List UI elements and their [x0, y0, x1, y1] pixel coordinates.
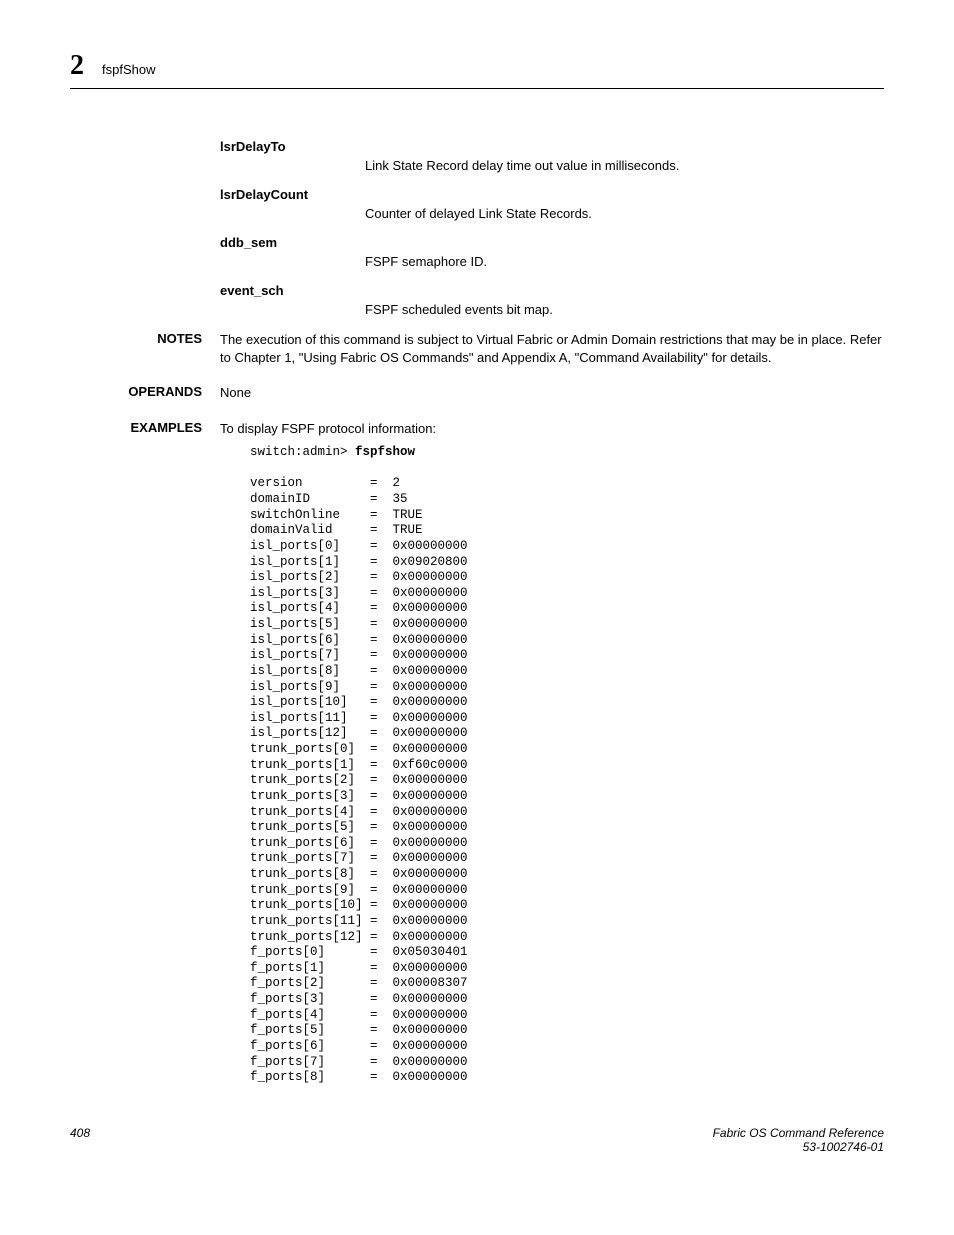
field-term: ddb_sem [220, 235, 884, 250]
section-label-examples: EXAMPLES [120, 420, 220, 435]
field-def: ddb_sem FSPF semaphore ID. [220, 235, 884, 269]
footer-doc-info: Fabric OS Command Reference 53-1002746-0… [713, 1126, 884, 1154]
page-footer: 408 Fabric OS Command Reference 53-10027… [70, 1126, 884, 1154]
code-command: fspfshow [355, 445, 415, 459]
examples-section: EXAMPLES To display FSPF protocol inform… [120, 420, 884, 1086]
section-label-operands: OPERANDS [120, 384, 220, 399]
page: 2 fspfShow lsrDelayTo Link State Record … [0, 0, 954, 1194]
field-definitions: lsrDelayTo Link State Record delay time … [120, 139, 884, 317]
code-output: version = 2 domainID = 35 switchOnline =… [250, 476, 468, 1084]
page-header: 2 fspfShow [70, 50, 884, 89]
footer-page-number: 408 [70, 1126, 90, 1154]
field-term: event_sch [220, 283, 884, 298]
footer-doc-title: Fabric OS Command Reference [713, 1126, 884, 1140]
chapter-number: 2 [70, 50, 84, 82]
operands-text: None [220, 384, 884, 402]
field-term: lsrDelayTo [220, 139, 884, 154]
section-label-notes: NOTES [120, 331, 220, 346]
field-def: lsrDelayTo Link State Record delay time … [220, 139, 884, 173]
field-desc: Link State Record delay time out value i… [365, 158, 884, 173]
field-desc: FSPF scheduled events bit map. [365, 302, 884, 317]
examples-body: To display FSPF protocol information: sw… [220, 420, 884, 1086]
field-def: lsrDelayCount Counter of delayed Link St… [220, 187, 884, 221]
field-term: lsrDelayCount [220, 187, 884, 202]
notes-section: NOTES The execution of this command is s… [120, 331, 884, 366]
code-prompt: switch:admin> [250, 445, 355, 459]
field-desc: Counter of delayed Link State Records. [365, 206, 884, 221]
footer-doc-id: 53-1002746-01 [713, 1140, 884, 1154]
operands-section: OPERANDS None [120, 384, 884, 402]
content-body: lsrDelayTo Link State Record delay time … [120, 139, 884, 1086]
field-desc: FSPF semaphore ID. [365, 254, 884, 269]
header-title: fspfShow [102, 62, 155, 77]
notes-text: The execution of this command is subject… [220, 331, 884, 366]
examples-intro: To display FSPF protocol information: [220, 420, 884, 438]
field-def: event_sch FSPF scheduled events bit map. [220, 283, 884, 317]
code-block: switch:admin> fspfshow version = 2 domai… [250, 445, 884, 1086]
